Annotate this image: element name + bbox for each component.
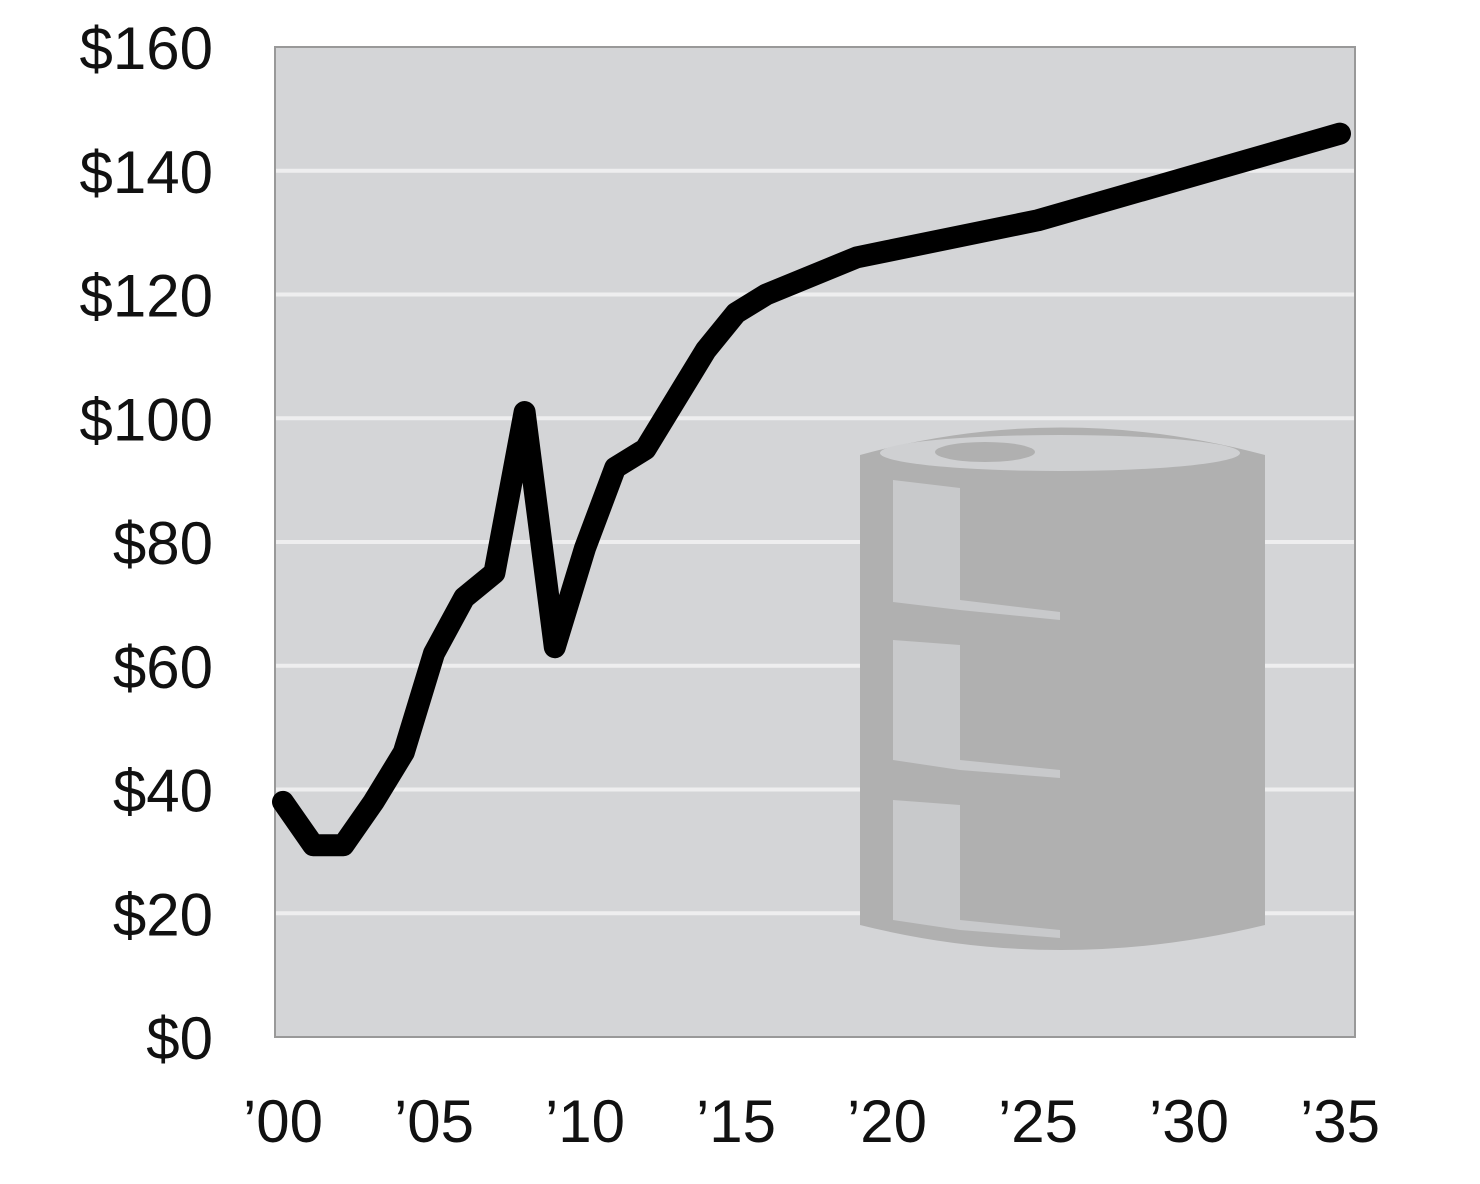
data-point bbox=[795, 281, 798, 284]
data-point bbox=[886, 250, 888, 253]
data-point bbox=[463, 596, 466, 599]
x-tick-label: ’00 bbox=[243, 1088, 323, 1155]
data-point bbox=[1339, 132, 1341, 135]
x-tick-label: ’35 bbox=[1300, 1088, 1380, 1155]
y-tick-label: $100 bbox=[80, 386, 213, 453]
y-tick-label: $20 bbox=[113, 881, 213, 948]
data-point bbox=[372, 800, 375, 803]
data-point bbox=[674, 398, 677, 401]
data-point bbox=[402, 751, 405, 754]
y-tick-label: $140 bbox=[80, 139, 213, 206]
data-point bbox=[433, 652, 435, 655]
data-point bbox=[735, 312, 737, 315]
data-point bbox=[584, 547, 586, 550]
data-point bbox=[765, 293, 768, 296]
y-tick-label: $160 bbox=[80, 15, 213, 82]
x-tick-label: ’10 bbox=[545, 1088, 625, 1155]
x-tick-label: ’05 bbox=[394, 1088, 474, 1155]
y-tick-label: $0 bbox=[146, 1005, 213, 1072]
data-point bbox=[1188, 175, 1190, 178]
data-point bbox=[282, 800, 284, 803]
series-line bbox=[272, 122, 1351, 857]
data-point bbox=[614, 466, 617, 469]
y-tick-label: $60 bbox=[113, 634, 213, 701]
data-point bbox=[342, 844, 345, 847]
data-point bbox=[855, 256, 858, 259]
y-tick-label: $120 bbox=[80, 263, 213, 330]
oil-barrel-icon bbox=[860, 427, 1265, 950]
data-point bbox=[553, 646, 556, 649]
data-point bbox=[493, 571, 496, 574]
data-point bbox=[704, 349, 707, 352]
x-tick-label: ’15 bbox=[696, 1088, 776, 1155]
data-point bbox=[825, 268, 828, 271]
y-tick-label: $80 bbox=[113, 510, 213, 577]
data-point bbox=[644, 448, 647, 451]
x-tick-label: ’30 bbox=[1149, 1088, 1229, 1155]
data-point bbox=[312, 844, 315, 847]
data-point bbox=[1037, 219, 1039, 222]
data-point bbox=[523, 411, 526, 414]
x-tick-label: ’20 bbox=[847, 1088, 927, 1155]
y-tick-label: $40 bbox=[113, 758, 213, 825]
x-tick-label: ’25 bbox=[998, 1088, 1078, 1155]
